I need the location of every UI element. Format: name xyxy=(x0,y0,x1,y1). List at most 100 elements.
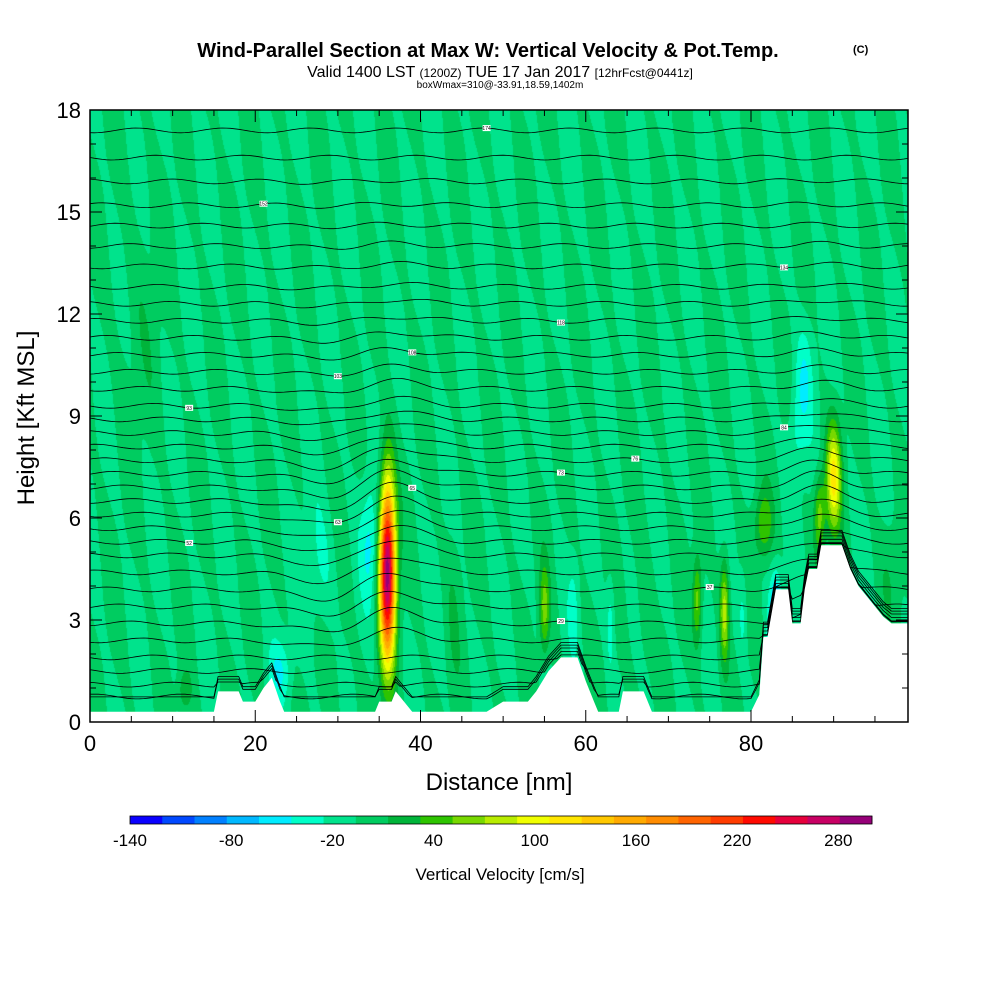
theta-contour-line xyxy=(90,316,908,326)
potential-temperature-contours xyxy=(90,127,908,700)
theta-contour-line xyxy=(90,423,908,441)
theta-contour-label: 52 xyxy=(185,539,194,547)
theta-contour-line xyxy=(90,437,908,456)
theta-contour-label: 65 xyxy=(408,484,417,492)
theta-contour-label: 174 xyxy=(482,125,491,132)
theta-contour-line xyxy=(90,378,908,394)
theta-label-box xyxy=(185,404,194,411)
theta-label-box xyxy=(780,424,789,431)
potential-temperature-labels: 29 37 52 63 65 73 76 84 93 103 108 118 134 152 174 xyxy=(185,125,788,625)
theta-contour-line xyxy=(90,458,908,485)
theta-label-text: 118 xyxy=(557,321,565,327)
theta-label-text: 52 xyxy=(186,541,192,547)
y-tick-label: 0 xyxy=(69,710,81,735)
theta-contour-line xyxy=(90,410,908,426)
theta-label-box xyxy=(333,519,342,526)
theta-label-text: 63 xyxy=(335,520,341,526)
chart-title-mark: (C) xyxy=(853,44,869,56)
theta-contour-line xyxy=(90,468,908,499)
theta-contour-line xyxy=(90,127,908,134)
theta-contour-line xyxy=(90,481,908,511)
x-tick-label: 20 xyxy=(243,731,267,756)
colorbar-tick-label: -20 xyxy=(320,831,345,850)
theta-label-box xyxy=(482,125,491,132)
colorbar-swatch xyxy=(388,816,421,824)
theta-contour-line xyxy=(90,154,908,161)
theta-contour-line xyxy=(90,532,908,700)
theta-contour-line xyxy=(90,395,908,411)
y-tick-label: 3 xyxy=(69,608,81,633)
theta-label-box xyxy=(705,584,714,591)
theta-label-box xyxy=(631,455,640,462)
colorbar-tick-label: 280 xyxy=(824,831,852,850)
x-tick-label: 60 xyxy=(574,731,598,756)
theta-contour-line xyxy=(90,347,908,361)
subtitle-utc: (1200Z) xyxy=(419,66,461,80)
colorbar-swatch xyxy=(355,816,389,824)
colorbar-swatch xyxy=(291,816,324,824)
colorbar-swatch xyxy=(259,816,292,824)
colorbar-swatch xyxy=(710,816,744,824)
colorbar-tick-label: -140 xyxy=(113,831,147,850)
colorbar-swatch xyxy=(517,816,550,824)
theta-contour-label: 93 xyxy=(185,404,194,412)
theta-contour-label: 29 xyxy=(556,618,565,625)
colorbar-swatch xyxy=(420,816,454,824)
theta-label-text: 103 xyxy=(334,374,343,380)
theta-contour-label: 37 xyxy=(705,584,714,591)
chart-subtitle: Valid 1400 LST (1200Z) TUE 17 Jan 2017 [… xyxy=(307,64,693,81)
colorbar-swatch xyxy=(742,816,776,824)
theta-contour-line xyxy=(90,543,908,617)
theta-label-box xyxy=(259,200,268,207)
theta-contour-line xyxy=(90,543,908,633)
colorbar-tick-label: 40 xyxy=(424,831,443,850)
theta-label-text: 108 xyxy=(408,350,417,356)
colorbar-swatch xyxy=(226,816,260,824)
chart-subtitle-box: boxWmax=310@-33.91,18.59,1402m xyxy=(417,80,584,91)
theta-label-box xyxy=(185,539,194,546)
theta-contour-label: 134 xyxy=(780,264,789,271)
plot-area: 29 37 52 63 65 73 76 84 93 103 108 118 134 152 174 xyxy=(89,109,909,723)
theta-label-box xyxy=(556,319,565,326)
y-tick-label: 18 xyxy=(57,98,81,123)
y-axis: 0 3 6 9 12 15 18 xyxy=(57,98,908,735)
colorbar: -140 -80 -20 40 100 160 220 280 xyxy=(113,815,873,850)
theta-contour-line xyxy=(90,240,908,250)
theta-label-box xyxy=(556,469,565,476)
colorbar-title: Vertical Velocity [cm/s] xyxy=(415,865,584,884)
theta-label-text: 73 xyxy=(558,471,564,477)
x-axis-title: Distance [nm] xyxy=(426,769,573,796)
y-tick-label: 6 xyxy=(69,506,81,531)
theta-contour-line xyxy=(90,535,908,688)
theta-label-text: 84 xyxy=(781,425,787,431)
terrain xyxy=(90,545,908,722)
theta-contour-label: 76 xyxy=(631,455,640,463)
colorbar-swatch xyxy=(807,816,841,824)
colorbar-frame xyxy=(129,815,873,825)
colorbar-swatch xyxy=(130,816,163,824)
theta-contour-line xyxy=(90,446,908,471)
theta-label-text: 37 xyxy=(707,585,713,591)
y-tick-label: 9 xyxy=(69,404,81,429)
theta-label-text: 134 xyxy=(780,265,789,271)
theta-contour-label: 63 xyxy=(333,519,342,526)
chart-title: Wind-Parallel Section at Max W: Vertical… xyxy=(197,40,778,62)
theta-contour-label: 152 xyxy=(259,200,268,208)
x-tick-label: 0 xyxy=(84,731,96,756)
theta-contour-line xyxy=(90,543,908,602)
theta-label-box xyxy=(408,484,417,491)
colorbar-swatch xyxy=(613,816,647,824)
y-tick-label: 15 xyxy=(57,200,81,225)
x-tick-label: 80 xyxy=(739,731,763,756)
theta-label-box xyxy=(780,264,789,271)
theta-contour-line xyxy=(90,221,908,230)
theta-label-text: 152 xyxy=(259,202,268,208)
colorbar-swatch xyxy=(549,816,583,824)
theta-contour-line xyxy=(90,540,908,566)
y-axis-title: Height [Kft MSL] xyxy=(13,331,40,506)
theta-label-box xyxy=(556,618,565,625)
theta-contour-line xyxy=(90,260,908,270)
theta-contour-line xyxy=(90,543,908,585)
x-axis: 0 20 40 60 80 xyxy=(84,110,876,756)
theta-contour-label: 73 xyxy=(556,469,565,477)
